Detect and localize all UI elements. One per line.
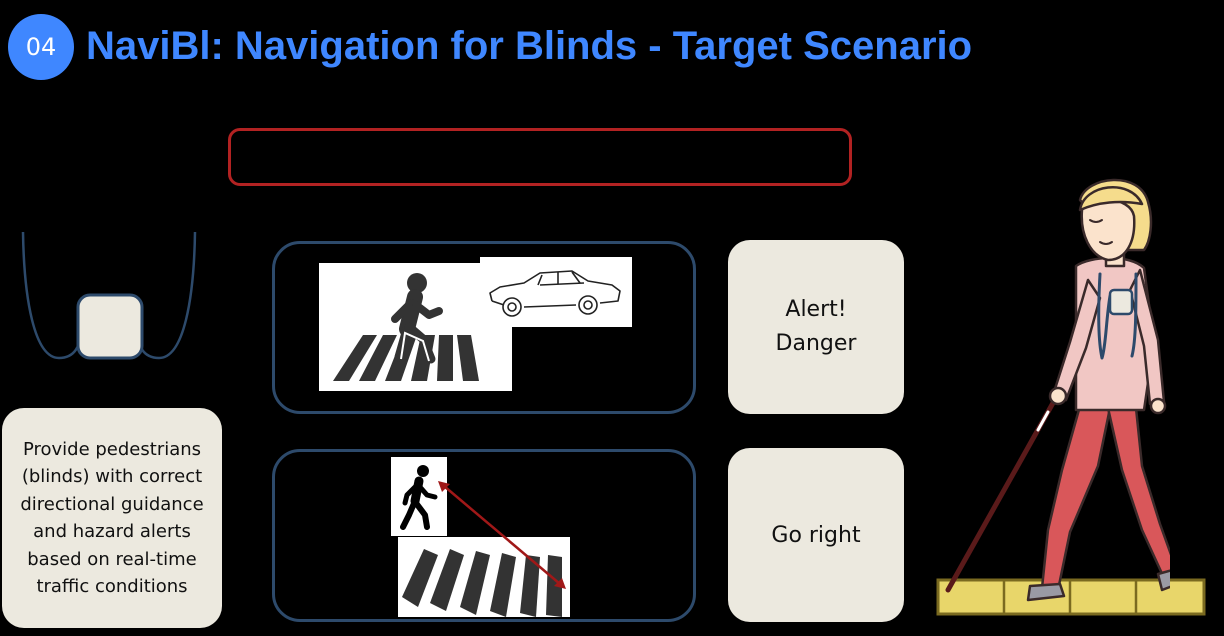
page-title: NaviBl: Navigation for Blinds - Target S… <box>86 24 973 68</box>
wearable-device-icon <box>21 231 197 360</box>
alert-danger-card: Alert! Danger <box>728 240 904 414</box>
direction-scenario-panel <box>272 449 696 622</box>
walking-person-icon <box>391 457 447 536</box>
pedestrian-crossing-icon <box>319 263 512 391</box>
danger-text: Danger <box>775 331 857 356</box>
section-number-badge: 04 <box>8 14 74 80</box>
alert-text: Alert! <box>785 297 847 322</box>
description-text: Provide pedestrians (blinds) with correc… <box>20 438 204 598</box>
description-card: Provide pedestrians (blinds) with correc… <box>2 408 222 628</box>
car-icon <box>480 257 632 327</box>
direction-arrow-icon <box>438 481 566 589</box>
hazard-scenario-panel <box>272 241 696 414</box>
banner-box <box>228 128 852 186</box>
go-right-card: Go right <box>728 448 904 622</box>
blind-person-with-cane-icon <box>945 178 1170 602</box>
go-right-text: Go right <box>771 522 861 548</box>
crosswalk-icon <box>398 537 570 617</box>
